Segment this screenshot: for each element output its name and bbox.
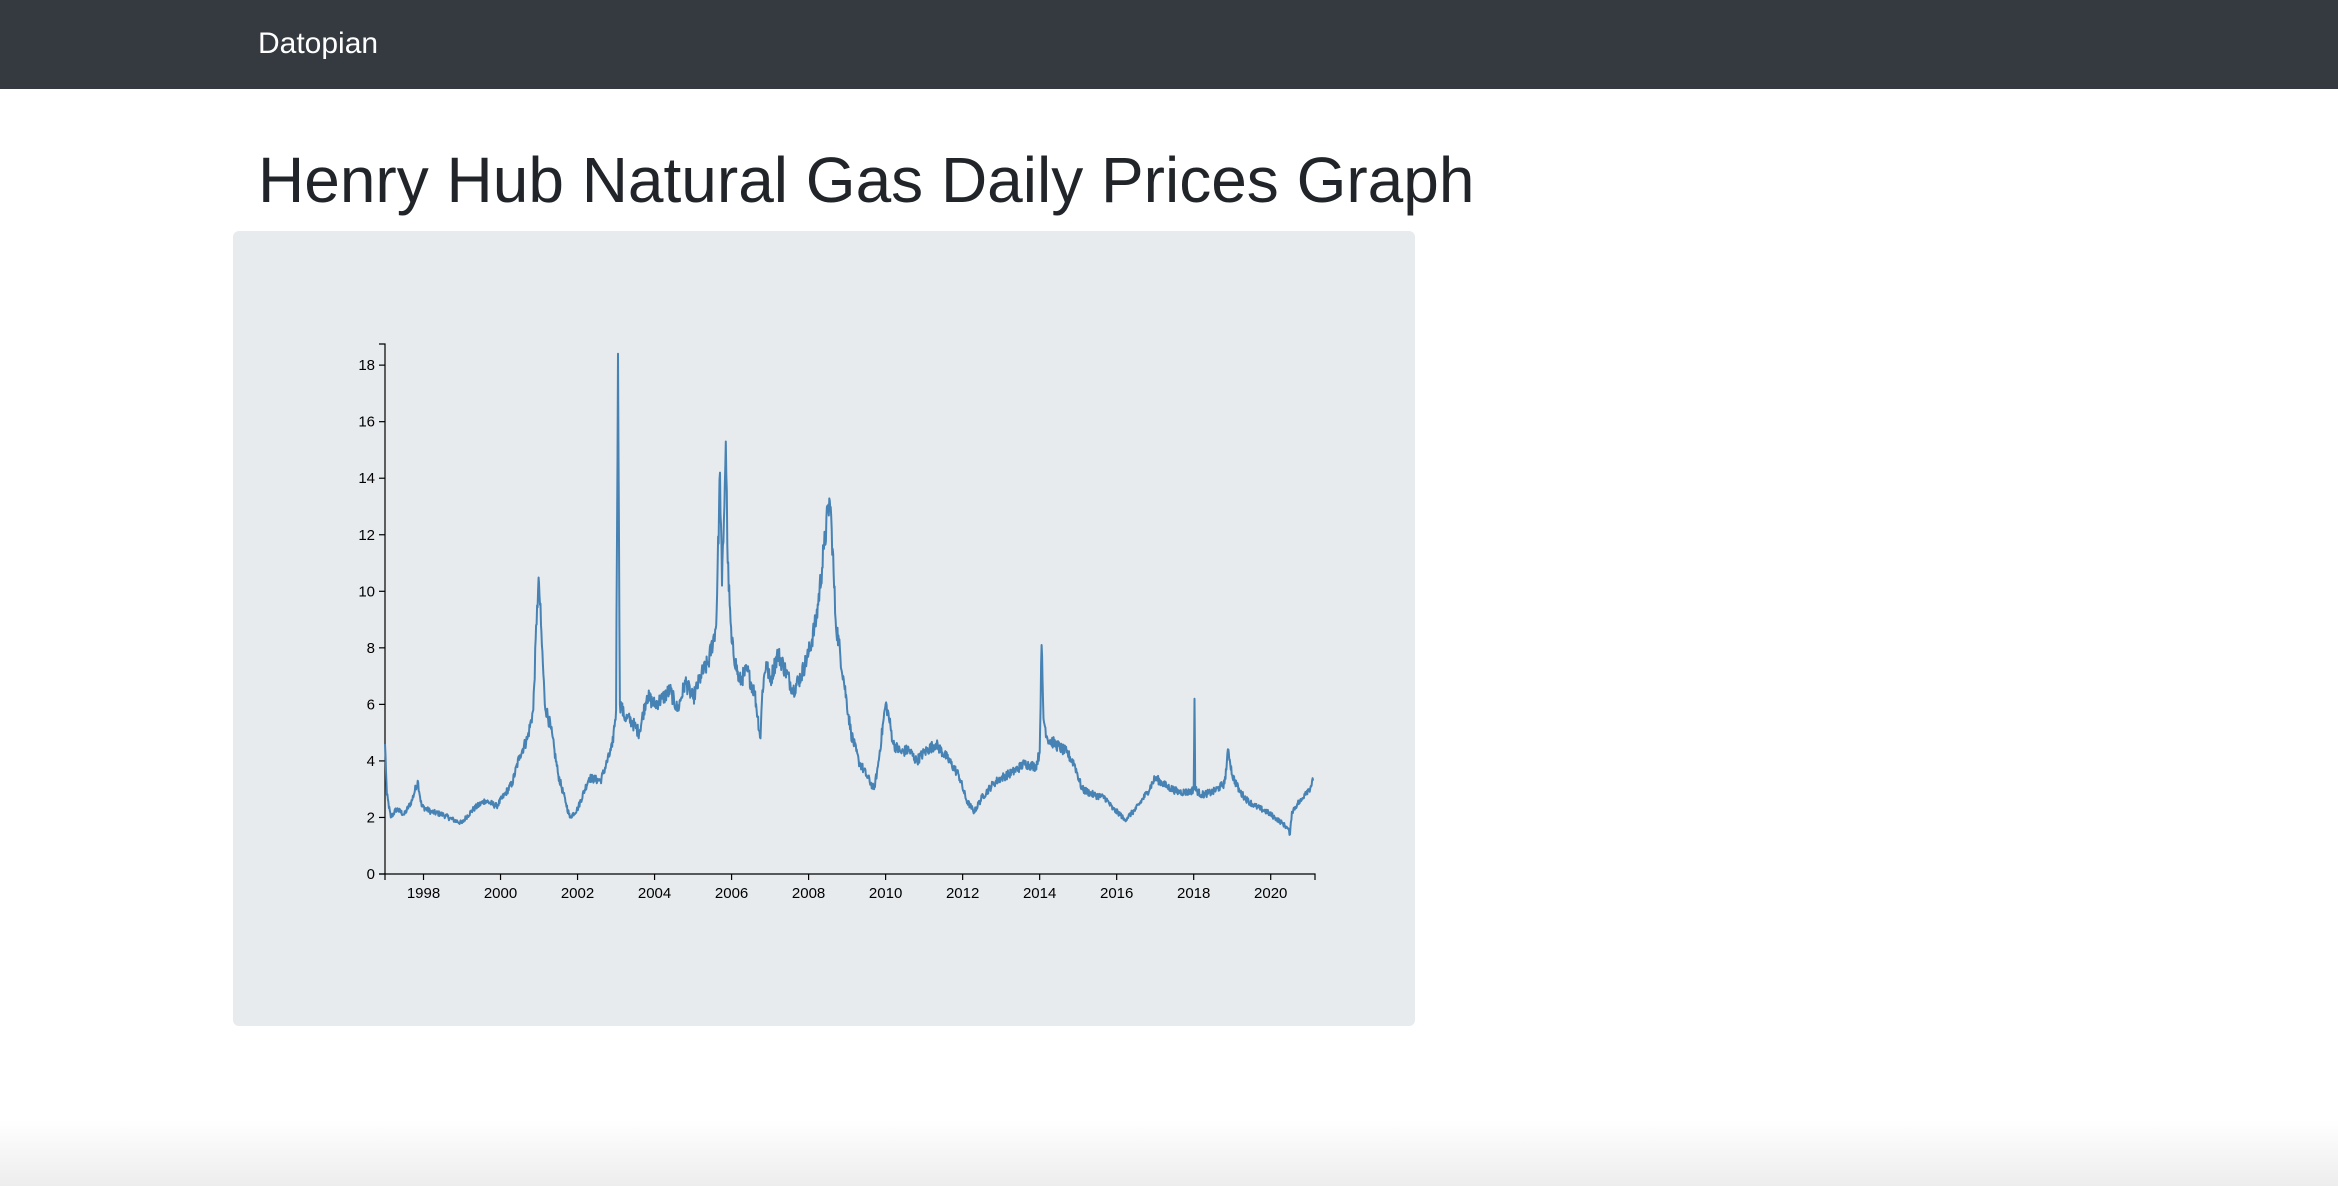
x-tick-label: 2000: [484, 885, 517, 902]
page-title: Henry Hub Natural Gas Daily Prices Graph: [258, 144, 1475, 216]
y-tick-label: 2: [367, 809, 375, 826]
y-tick-label: 18: [358, 357, 375, 374]
y-axis-line: [379, 343, 386, 875]
x-tick-label: 2008: [792, 885, 825, 902]
y-tick-label: 10: [358, 583, 375, 600]
x-tick-label: 2014: [1023, 885, 1056, 902]
x-tick-label: 2002: [561, 885, 594, 902]
y-tick-label: 12: [358, 527, 375, 544]
x-tick-label: 2012: [946, 885, 979, 902]
plot-area: [384, 352, 1315, 836]
price-series-line: [384, 352, 1315, 836]
chart-card: 0 2 4 6 8 10 12 14 16 18 1998 2000 2002 2004 2006 2008…: [233, 231, 1415, 1026]
y-tick-label: 6: [367, 696, 375, 713]
x-tick-label: 2020: [1254, 885, 1287, 902]
y-tick-label: 16: [358, 414, 375, 431]
y-tick-label: 8: [367, 640, 375, 657]
x-axis: 1998 2000 2002 2004 2006 2008 2010 2012 2014 2016…: [384, 873, 1316, 902]
y-tick-label: 0: [367, 866, 375, 883]
price-line-chart: 0 2 4 6 8 10 12 14 16 18 1998 2000 2002 2004 2006 2008…: [358, 343, 1316, 902]
x-tick-label: 2010: [869, 885, 902, 902]
x-tick-label: 1998: [407, 885, 440, 902]
bottom-shade: [0, 1120, 2338, 1186]
brand-link[interactable]: Datopian: [258, 27, 379, 60]
x-tick-label: 2006: [715, 885, 748, 902]
x-tick-label: 2004: [638, 885, 671, 902]
y-tick-label: 4: [367, 753, 375, 770]
y-axis: 0 2 4 6 8 10 12 14 16 18: [358, 343, 386, 883]
y-tick-label: 14: [358, 470, 375, 487]
navbar: Datopian: [0, 0, 2338, 89]
x-axis-line: [384, 873, 1316, 880]
x-tick-label: 2018: [1177, 885, 1210, 902]
x-tick-label: 2016: [1100, 885, 1133, 902]
